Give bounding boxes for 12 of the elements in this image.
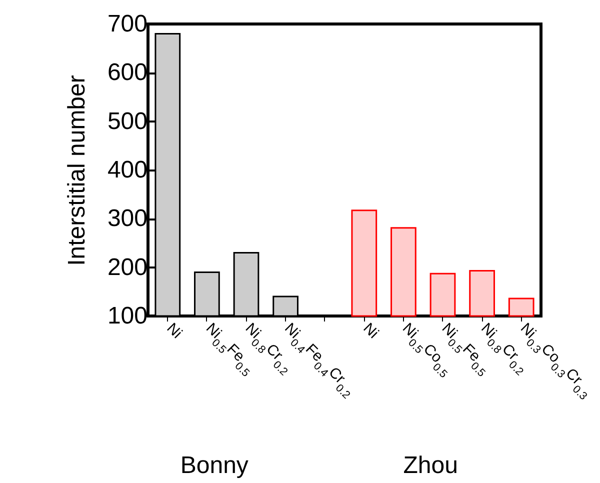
y-tick-label: 300 [107, 205, 148, 232]
y-tick-label: 700 [107, 10, 148, 38]
text: Zhou [403, 452, 458, 479]
y-tick-label: 100 [107, 302, 148, 330]
x-tick-label: Ni [163, 320, 186, 342]
y-tick-label: 400 [107, 156, 148, 184]
text: Bonny [180, 452, 248, 479]
y-tick-label: 600 [107, 59, 148, 86]
y-tick-label: 200 [107, 254, 148, 281]
y-tick-label: 500 [107, 108, 148, 135]
y-axis-title: Interstitial number [63, 75, 90, 266]
x-tick-label: Ni [360, 320, 382, 342]
